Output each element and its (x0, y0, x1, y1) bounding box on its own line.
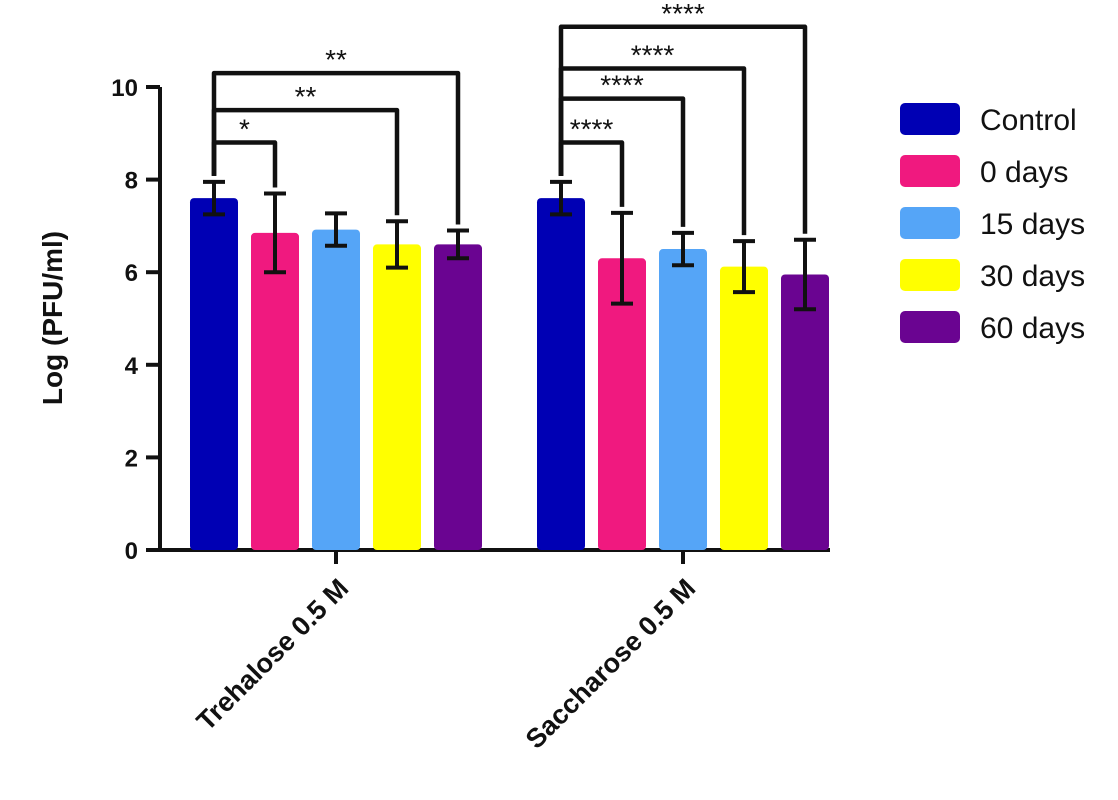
bar (659, 249, 707, 551)
legend-swatch (900, 311, 960, 343)
error-bars (203, 179, 816, 312)
bar (434, 244, 482, 551)
significance-bracket (211, 70, 461, 225)
bar (537, 198, 585, 550)
legend-swatch (900, 155, 960, 187)
significance-label: **** (631, 39, 675, 70)
significance-bracket (558, 140, 625, 207)
significance-label: ** (325, 44, 347, 75)
significance-bracket (558, 66, 747, 236)
legend-swatch (900, 103, 960, 135)
bar (312, 229, 360, 550)
x-category-label: Saccharose 0.5 M (520, 573, 701, 754)
y-tick-label: 8 (125, 168, 138, 195)
y-tick-label: 2 (125, 445, 138, 472)
legend-label: 0 days (980, 156, 1068, 189)
bar (373, 244, 421, 551)
legend: Control 0 days 15 days 30 days 60 days (900, 103, 1085, 345)
bars (190, 198, 829, 551)
significance-label: ** (295, 81, 317, 112)
bar (190, 198, 238, 550)
legend-label: 30 days (980, 260, 1085, 293)
y-tick-label: 10 (111, 75, 138, 102)
bar (251, 232, 299, 550)
legend-label: 15 days (980, 208, 1085, 241)
legend-label: 60 days (980, 312, 1085, 345)
y-tick-label: 6 (125, 260, 138, 287)
bar (598, 258, 646, 550)
x-category-label: Trehalose 0.5 M (191, 573, 354, 736)
significance-brackets: ********************* (211, 0, 808, 236)
y-tick-label: 4 (125, 353, 139, 380)
y-axis-title: Log (PFU/ml) (37, 231, 68, 405)
bar (720, 266, 768, 550)
significance-bracket (558, 24, 808, 234)
significance-label: **** (570, 114, 614, 145)
legend-label: Control (980, 104, 1077, 137)
bar (781, 274, 829, 550)
y-tick-label: 0 (125, 538, 138, 565)
significance-label: **** (661, 0, 705, 29)
legend-swatch (900, 259, 960, 291)
significance-label: **** (600, 70, 644, 101)
legend-swatch (900, 207, 960, 239)
significance-label: * (239, 114, 250, 145)
